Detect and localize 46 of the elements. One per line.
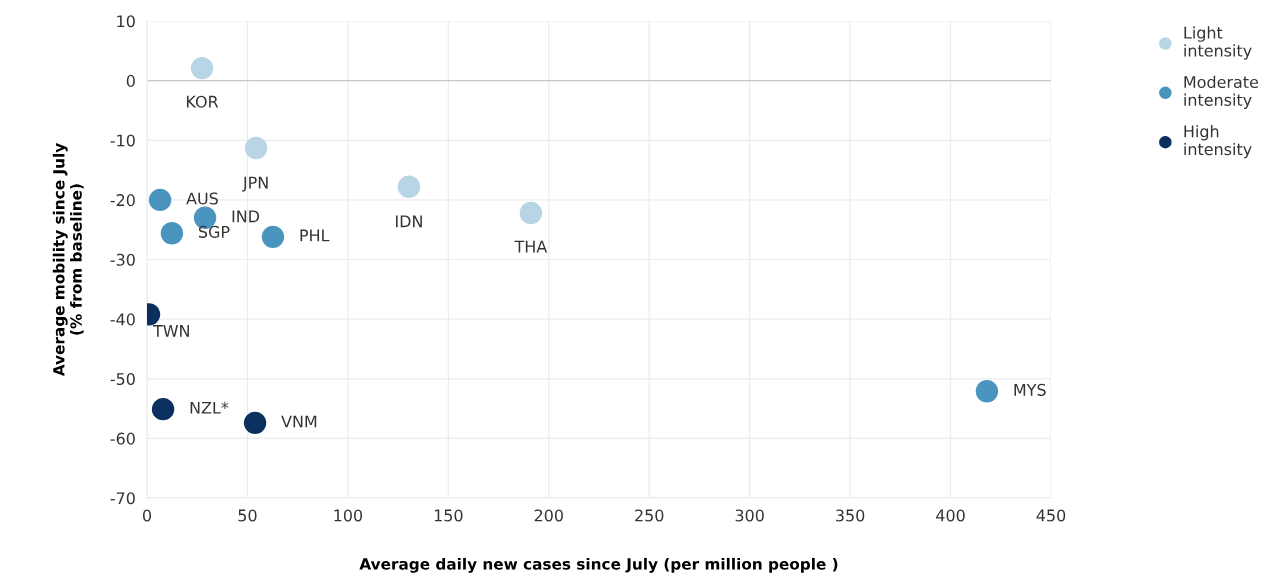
point	[261, 225, 285, 249]
point	[243, 411, 267, 435]
x-tick-label: 100	[334, 509, 363, 522]
annotation: IND	[232, 210, 260, 223]
annotation: MYS	[1014, 383, 1046, 396]
y-tick-label: -50	[110, 372, 135, 386]
x-tick-label: 450	[1036, 509, 1066, 522]
point	[244, 136, 268, 160]
x-tick-label: 200	[534, 509, 563, 522]
y-tick-label: -60	[110, 432, 135, 445]
legend-label: Light intensity	[1184, 26, 1252, 60]
x-tick-label: 0	[142, 509, 152, 522]
annotation: VNM	[281, 415, 317, 428]
x-tick-label: 300	[735, 509, 764, 522]
annotation: KOR	[186, 95, 219, 108]
legend-label: High intensity	[1184, 125, 1252, 159]
x-tick-label: 150	[434, 509, 463, 522]
annotation: THA	[514, 240, 548, 253]
x-tick-label: 400	[936, 509, 965, 522]
point	[519, 201, 543, 225]
y-tick-label: -40	[110, 313, 135, 326]
point	[151, 397, 175, 421]
point	[160, 222, 184, 245]
y-tick-label: 10	[117, 15, 135, 28]
annotation: IDN	[396, 215, 422, 228]
point	[190, 56, 214, 80]
annotation: JPN	[242, 176, 268, 192]
x-tick-label: 350	[836, 509, 865, 522]
y-tick-label: -20	[110, 194, 135, 207]
annotation: NZL*	[190, 401, 229, 414]
annotation: SGP	[198, 225, 230, 238]
x-tick-label: 50	[238, 509, 257, 522]
y-tick-label: 0	[126, 74, 135, 87]
annotation: AUS	[186, 192, 218, 205]
annotation: PHL	[300, 229, 330, 242]
point	[397, 175, 421, 198]
point	[975, 380, 999, 403]
y-tick-label: -30	[110, 253, 135, 266]
point	[148, 188, 172, 212]
x-axis-title: Average daily new cases since July (per million people )	[359, 557, 838, 573]
y-tick-label: -70	[110, 492, 135, 505]
y-tick-label: -10	[110, 134, 135, 147]
y-axis-title: Average mobility since July (% from baseline)	[52, 143, 84, 377]
x-tick-label: 250	[635, 509, 664, 522]
legend-label: Moderate intensity	[1184, 75, 1259, 110]
annotation: TWN	[152, 325, 189, 337]
